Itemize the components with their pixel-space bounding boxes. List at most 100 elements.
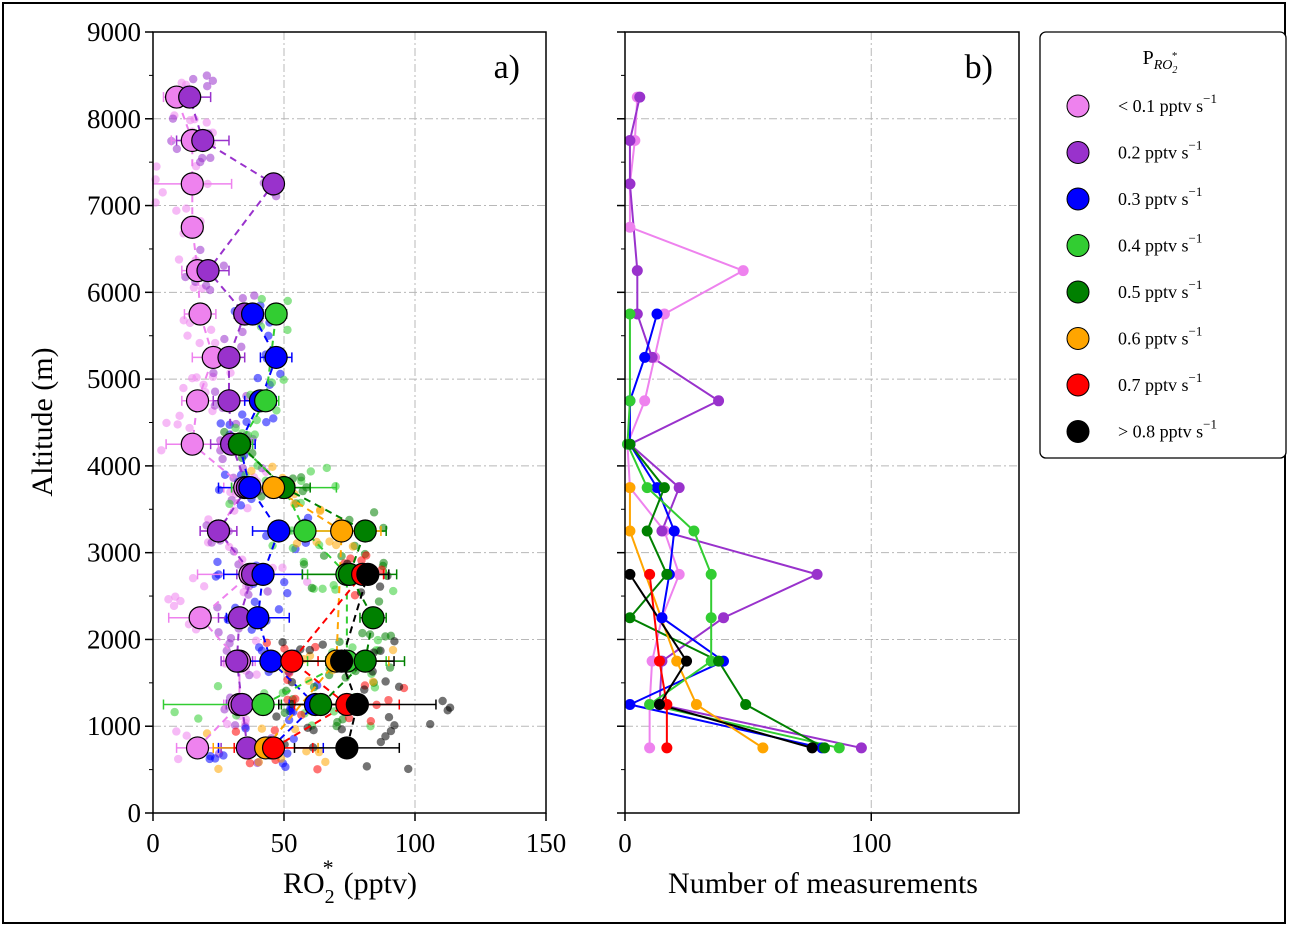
y-tick-label: 6000: [87, 277, 141, 307]
data-marker: [757, 742, 769, 754]
legend-label: 0.2 pptv s−1: [1118, 138, 1202, 163]
scatter-point: [250, 430, 259, 439]
scatter-point: [231, 727, 241, 736]
data-marker: [624, 395, 636, 407]
scatter-point: [374, 597, 384, 606]
scatter-point: [226, 368, 235, 377]
legend-label: > 0.8 pptv s−1: [1118, 417, 1217, 442]
series-line: [175, 96, 252, 749]
scatter-point: [283, 749, 292, 758]
data-marker: [309, 692, 333, 717]
data-marker: [251, 562, 275, 586]
scatter-point: [183, 331, 192, 340]
scatter-point: [210, 754, 220, 763]
data-marker: [811, 568, 823, 580]
y-tick-label: 7000: [87, 191, 141, 221]
y-axis-title: Altitude (m): [26, 347, 59, 496]
y-tick-label: 5000: [87, 364, 141, 394]
scatter-point: [283, 588, 292, 598]
legend-marker: [1066, 94, 1090, 118]
scatter-point: [252, 670, 261, 679]
data-marker: [261, 475, 286, 500]
legend-label-text: 0.5 pptv s: [1118, 282, 1189, 302]
scatter-point: [209, 368, 218, 378]
legend-label-exponent: −1: [1189, 231, 1203, 246]
scatter-point: [182, 731, 191, 740]
data-marker: [653, 699, 665, 711]
scatter-point: [331, 482, 340, 491]
data-marker: [681, 655, 693, 667]
legend-label-text: 0.3 pptv s: [1118, 189, 1189, 209]
scatter-point: [302, 747, 311, 756]
scatter-point: [206, 325, 216, 334]
scatter-point: [318, 584, 327, 594]
scatter-point: [168, 114, 178, 123]
scatter-point: [219, 261, 229, 270]
x-tick-label: 0: [618, 828, 632, 858]
series-line: [264, 486, 343, 749]
x-tick-label: 150: [526, 828, 567, 858]
scatter-point: [366, 716, 376, 726]
scatter-point: [188, 373, 197, 383]
legend-label: 0.3 pptv s−1: [1118, 184, 1202, 209]
scatter-point: [270, 726, 279, 735]
data-marker: [634, 91, 646, 103]
data-marker: [624, 482, 636, 494]
scatter-point: [384, 695, 393, 705]
scatter-point: [368, 677, 378, 686]
scatter-point: [164, 595, 173, 604]
scatter-point: [280, 577, 289, 587]
data-marker: [690, 699, 702, 711]
scatter-point: [236, 501, 246, 510]
y-tick-label: 3000: [87, 538, 141, 568]
data-marker: [217, 345, 241, 370]
scatter-point: [230, 506, 239, 515]
data-marker: [206, 519, 231, 543]
scatter-point: [196, 245, 205, 255]
scatter-point: [169, 601, 179, 611]
scatter-point: [325, 537, 334, 546]
data-marker: [356, 562, 380, 586]
data-marker: [180, 215, 204, 239]
legend-label-text: < 0.1 pptv s: [1118, 96, 1203, 116]
data-marker: [855, 742, 867, 754]
scatter-point: [251, 636, 261, 645]
data-marker: [656, 525, 668, 537]
legend-label-exponent: −1: [1203, 91, 1217, 106]
scatter-point: [268, 462, 277, 471]
scatter-point: [254, 757, 263, 767]
scatter-point: [195, 338, 204, 348]
data-marker: [251, 692, 275, 717]
y-tick-label: 4000: [87, 451, 141, 481]
data-marker: [259, 649, 283, 673]
y-tick-label: 9000: [87, 17, 141, 47]
scatter-point: [337, 725, 347, 734]
scatter-point: [322, 463, 331, 473]
scatter-point: [238, 410, 247, 419]
panel-a-label: a): [494, 49, 520, 86]
scatter-point: [219, 751, 228, 760]
data-marker: [267, 519, 291, 543]
legend-items: < 0.1 pptv s−10.2 pptv s−10.3 pptv s−10.…: [1066, 91, 1217, 443]
scatter-point: [272, 712, 281, 721]
data-marker: [264, 345, 288, 370]
data-marker: [688, 525, 700, 537]
scatter-point: [206, 153, 215, 163]
legend-label: 0.5 pptv s−1: [1118, 277, 1202, 302]
data-marker: [673, 482, 685, 494]
data-marker: [624, 699, 636, 711]
legend-label: 0.4 pptv s−1: [1118, 231, 1202, 256]
scatter-point: [298, 486, 307, 496]
data-marker: [238, 475, 262, 500]
scatter-point: [445, 703, 455, 712]
data-marker: [661, 568, 673, 580]
data-marker: [818, 742, 830, 754]
data-marker: [624, 568, 636, 580]
scatter-point: [269, 414, 278, 423]
scatter-point: [244, 590, 253, 599]
data-marker: [713, 395, 725, 407]
panel-b: 0 100 b) Number of measurements: [617, 31, 1020, 900]
scatter-point: [213, 681, 223, 691]
legend-marker: [1066, 327, 1090, 350]
